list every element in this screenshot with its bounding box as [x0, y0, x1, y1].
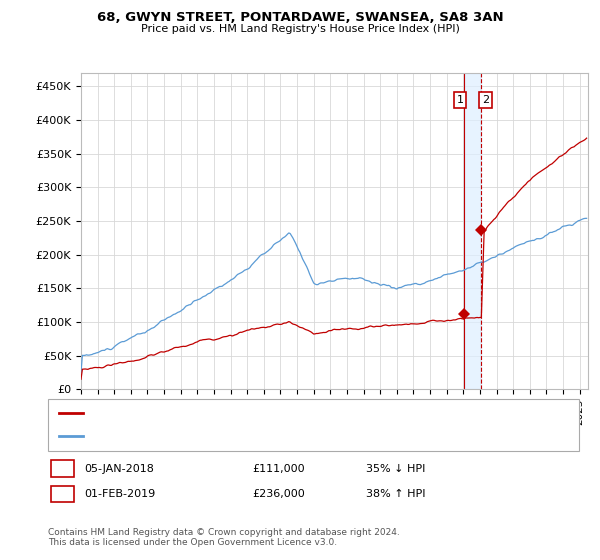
- Text: 68, GWYN STREET, PONTARDAWE, SWANSEA, SA8 3AN: 68, GWYN STREET, PONTARDAWE, SWANSEA, SA…: [97, 11, 503, 24]
- Text: 2: 2: [482, 95, 489, 105]
- Bar: [464, 73, 481, 389]
- Text: 01-FEB-2019: 01-FEB-2019: [84, 489, 155, 499]
- Text: HPI: Average price, detached house, Neath Port Talbot: HPI: Average price, detached house, Neat…: [87, 431, 357, 441]
- Text: £111,000: £111,000: [252, 464, 305, 474]
- Text: 68, GWYN STREET, PONTARDAWE, SWANSEA, SA8 3AN (detached house): 68, GWYN STREET, PONTARDAWE, SWANSEA, SA…: [87, 408, 451, 418]
- Text: 1: 1: [457, 95, 463, 105]
- Text: 2: 2: [59, 489, 66, 499]
- Text: 38% ↑ HPI: 38% ↑ HPI: [366, 489, 425, 499]
- Text: 05-JAN-2018: 05-JAN-2018: [84, 464, 154, 474]
- Text: Contains HM Land Registry data © Crown copyright and database right 2024.
This d: Contains HM Land Registry data © Crown c…: [48, 528, 400, 547]
- Text: £236,000: £236,000: [252, 489, 305, 499]
- Text: Price paid vs. HM Land Registry's House Price Index (HPI): Price paid vs. HM Land Registry's House …: [140, 24, 460, 34]
- Text: 1: 1: [59, 464, 66, 474]
- Text: 35% ↓ HPI: 35% ↓ HPI: [366, 464, 425, 474]
